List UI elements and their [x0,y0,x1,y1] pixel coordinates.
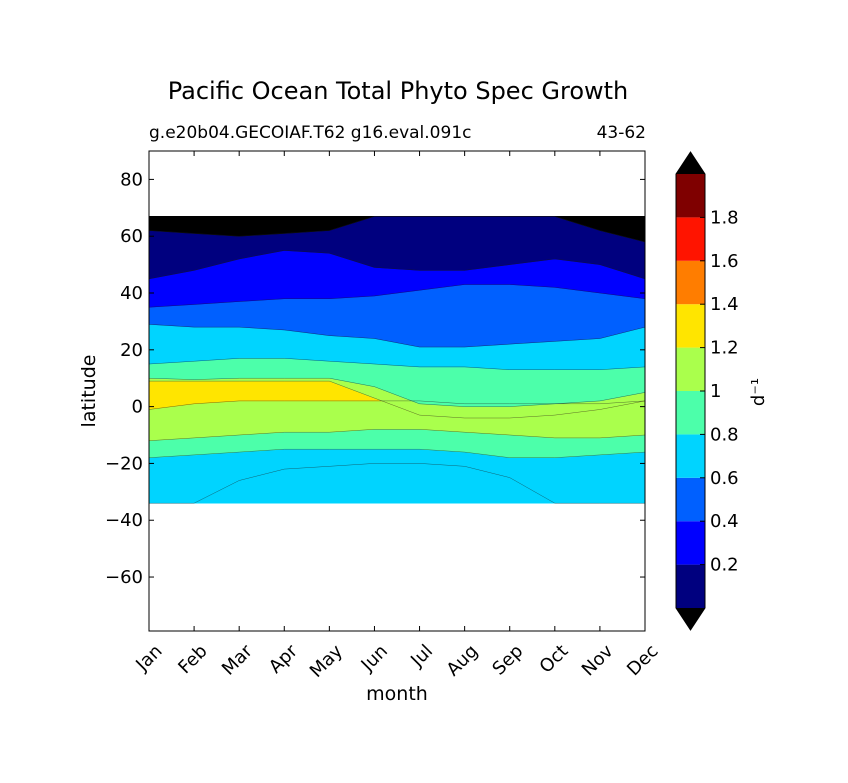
contour-line [148,377,646,407]
y-tick-label: 80 [120,169,143,190]
colorbar-segment [676,521,705,565]
colorbar-extend-min [676,608,705,630]
contour-line [149,463,645,504]
colorbar-segment [676,391,705,435]
colorbar-tick-label: 0.8 [710,424,739,445]
colorbar-tick-label: 1 [710,381,721,402]
colorbar-extend-max [676,152,705,174]
colorbar-segment [676,347,705,391]
colorbar-segment [676,260,705,305]
contour-line-layer [148,216,646,504]
plot-frame [148,150,646,632]
contour-line [148,216,646,243]
colorbar-outline [675,151,706,631]
chart-subtitle-left: g.e20b04.GECOIAF.T62 g16.eval.091c [149,123,471,143]
contour-line [148,284,646,308]
x-axis-label: month [366,683,428,705]
colorbar-tick-label: 1.4 [710,294,739,315]
contour-line [148,429,646,441]
y-tick-label: 0 [132,397,143,418]
colorbar-tick-label: 1.2 [710,338,739,359]
colorbar-tick-label: 1.8 [710,207,739,228]
colorbar-segment [676,564,705,608]
y-axis-ticks: 80 60 40 20 0 −20 −40 −60 [105,169,645,588]
contour-line [148,358,646,370]
colorbar-label: d⁻¹ [748,378,769,406]
colorbar-segment [676,434,705,478]
y-axis-label: latitude [78,355,100,428]
colorbar-unit-label: d⁻¹ [748,378,769,406]
contour-line [149,380,646,419]
y-tick-label: 40 [120,283,143,304]
colorbar: 0.2 0.4 0.6 0.8 1 1.2 1.4 1.6 1.8 d⁻¹ [675,151,769,631]
colorbar-ticks: 0.2 0.4 0.6 0.8 1 1.2 1.4 1.6 1.8 [700,207,739,576]
y-tick-label: −20 [105,453,143,474]
colorbar-segment [676,217,705,261]
y-tick-label: 60 [120,226,143,247]
colorbar-tick-label: 0.2 [710,555,739,576]
colorbar-segment [676,477,705,522]
colorbar-segment [676,304,705,348]
plot-area [148,150,646,632]
contour-fill-layer [148,216,646,504]
contour-line [148,250,646,280]
colorbar-tick-label: 1.6 [710,251,739,272]
colorbar-tick-label: 0.4 [710,511,739,532]
y-tick-label: −40 [105,510,143,531]
y-tick-label: 20 [120,340,143,361]
y-tick-label: −60 [105,567,143,588]
colorbar-tick-label: 0.6 [710,468,739,489]
contour-line [148,448,646,458]
contour-line [148,400,646,410]
colorbar-segments [675,151,706,631]
chart-title: Pacific Ocean Total Phyto Spec Growth [168,77,629,105]
colorbar-segment [676,174,705,218]
chart-subtitle-right: 43-62 [597,123,646,143]
contour-line [148,324,646,348]
